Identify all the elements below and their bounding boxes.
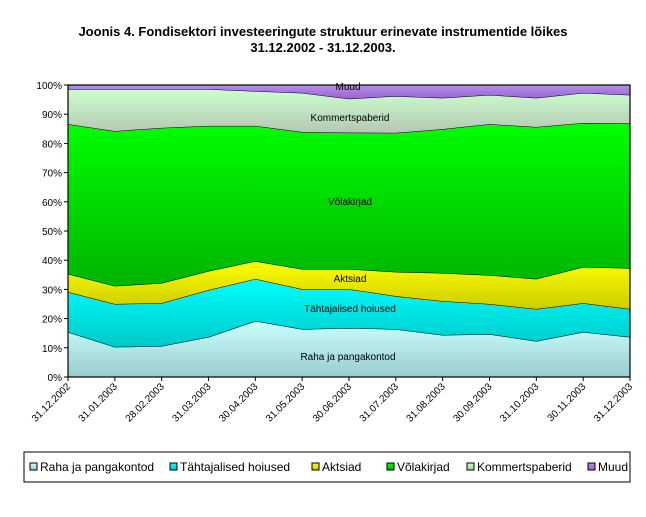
x-tick-label: 31.07.2003 [358,381,401,424]
y-tick-label: 100% [36,81,62,92]
x-tick-label: 28.02.2003 [124,381,167,424]
y-tick-label: 40% [42,256,62,267]
legend-label: Kommertspaberid [477,460,572,474]
x-tick-label: 30.04.2003 [217,381,260,424]
legend-label: Tähtajalised hoiused [180,460,290,474]
series-label: Aktsiad [334,274,367,285]
legend-swatch [587,462,596,471]
series-label: Võlakirjad [328,197,372,208]
y-tick-label: 70% [42,169,62,180]
legend-swatch [386,462,395,471]
x-tick-label: 31.03.2003 [170,381,213,424]
chart-title: Joonis 4. Fondisektori investeeringute s… [78,24,567,39]
legend-label: Raha ja pangakontod [40,460,154,474]
series-label: Tähtajalised hoiused [304,304,396,315]
x-tick-label: 30.09.2003 [451,381,494,424]
y-tick-label: 80% [42,139,62,150]
area-aktsiad [68,261,630,309]
area-t-htajalised-hoiused [68,278,630,347]
legend-swatch [169,462,178,471]
x-tick-label: 30.06.2003 [311,381,354,424]
y-tick-label: 10% [42,344,62,355]
legend-swatch [466,462,475,471]
y-tick-label: 50% [42,227,62,238]
x-tick-label: 31.12.2003 [592,381,635,424]
x-tick-label: 31.12.2002 [30,381,73,424]
x-tick-label: 31.10.2003 [498,381,541,424]
legend-label: Võlakirjad [397,460,450,474]
series-label: Raha ja pangakontod [300,352,395,363]
area-kommertspaberid [68,89,630,133]
x-tick-label: 31.05.2003 [264,381,307,424]
y-tick-label: 30% [42,285,62,296]
area-v-lakirjad [68,122,630,286]
x-tick-label: 30.11.2003 [546,381,589,424]
legend-swatch [311,462,320,471]
legend-label: Aktsiad [322,460,361,474]
legend-label: Muud [598,460,628,474]
x-tick-label: 31.01.2003 [77,381,120,424]
series-label: Muud [335,82,360,93]
legend-box [23,451,631,483]
legend-swatch [29,462,38,471]
y-tick-label: 90% [42,110,62,121]
y-tick-label: 20% [42,315,62,326]
x-tick-label: 31.08.2003 [405,381,448,424]
y-tick-label: 0% [48,373,63,384]
chart-subtitle: 31.12.2002 - 31.12.2003. [250,40,395,55]
area-muud [68,85,630,99]
area-raha-ja-pangakontod [68,320,630,377]
y-tick-label: 60% [42,198,62,209]
series-label: Kommertspaberid [311,113,390,124]
